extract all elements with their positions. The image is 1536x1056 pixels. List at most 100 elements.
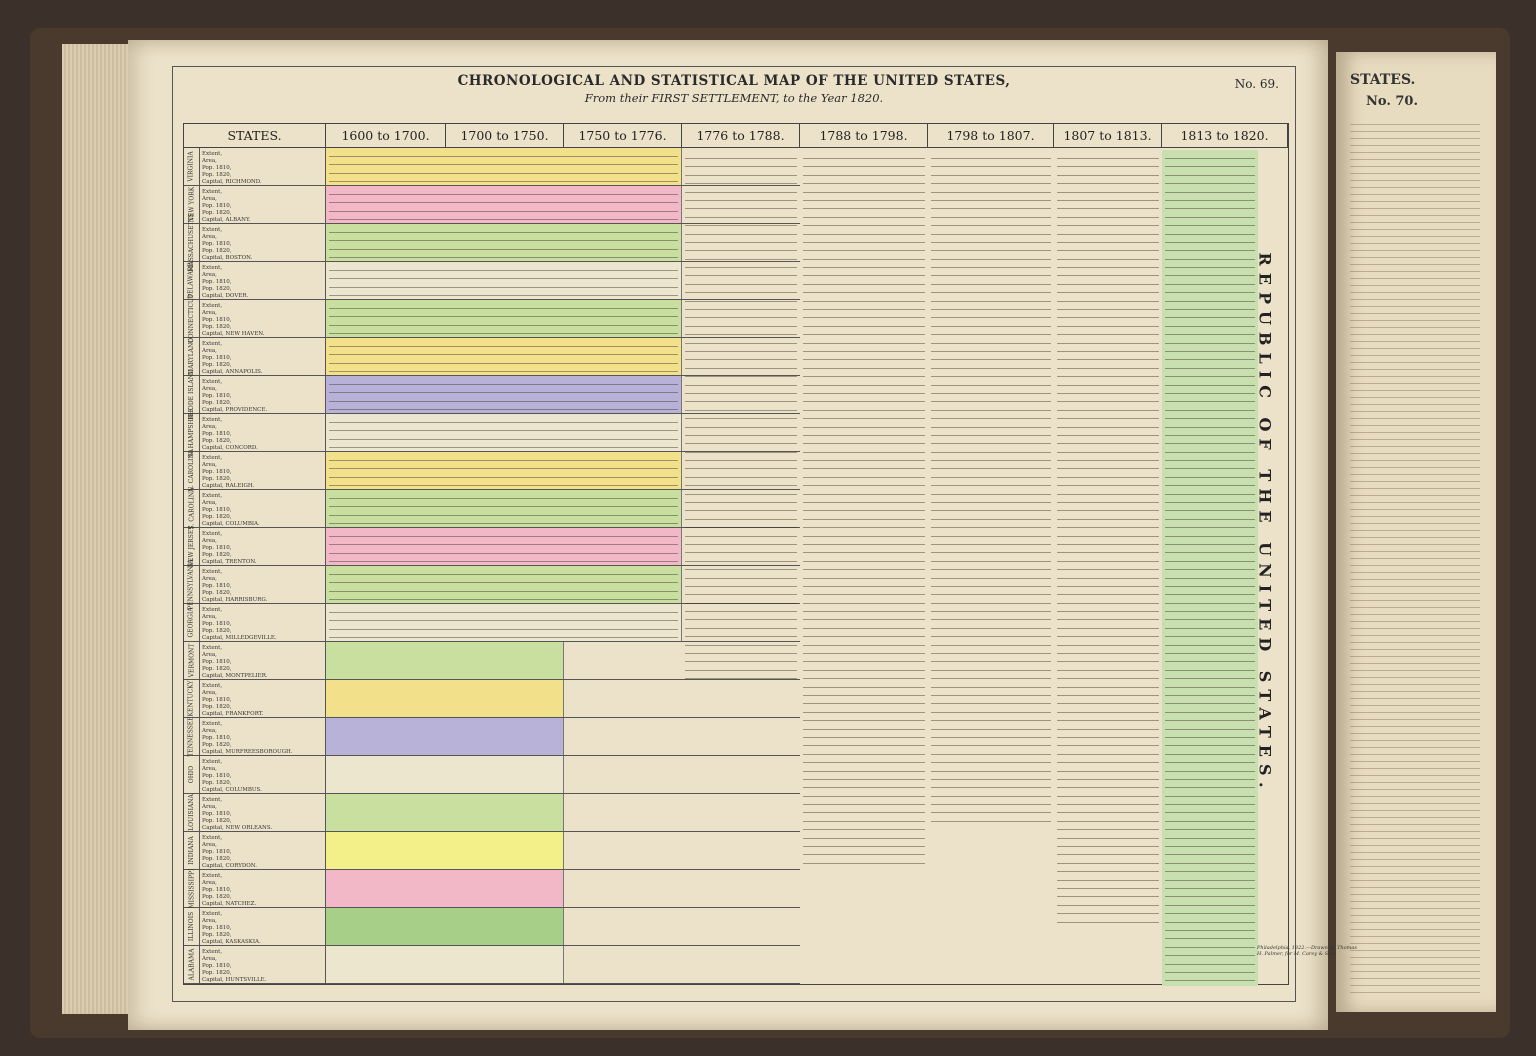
state-name: INDIANA [184,832,200,869]
state-color-band [326,718,564,755]
state-name: MASSACHUSETTS [184,213,200,272]
state-statistics: Extent, Area, Pop. 1810, Pop. 1820, Capital,… [200,376,326,413]
state-name-text: TENNESSEE [188,716,196,757]
event-text [326,148,681,185]
state-statistics: Extent, Area, Pop. 1810, Pop. 1820, Capital,… [200,566,326,603]
state-name: VIRGINIA [184,148,200,185]
state-statistics: Extent, Area, Pop. 1810, Pop. 1820, Capital,… [200,946,326,983]
state-name-text: ILLINOIS [188,911,196,942]
event-text [326,604,681,641]
state-name: ILLINOIS [184,908,200,945]
state-name: TENNESSEE [184,716,200,757]
state-row: INDIANA Extent, Area, Pop. 1810, Pop. 1820, C… [184,832,800,870]
column-header: STATES. [184,124,326,148]
state-name-text: CONNECTICUT [188,293,196,344]
state-statistics: Extent, Area, Pop. 1810, Pop. 1820, Capital,… [200,832,326,869]
page-edges [62,44,132,1014]
state-statistics: Extent, Area, Pop. 1810, Pop. 1820, Capital,… [200,224,326,261]
state-row: GEORGIA Extent, Area, Pop. 1810, Pop. 1820, C… [184,604,800,642]
state-name-text: OHIO [188,765,196,784]
chronology-column-text [800,150,928,866]
state-row: RHODE ISLAND Extent, Area, Pop. 1810, Pop. 1… [184,369,800,420]
state-color-band [326,946,564,983]
state-name: RHODE ISLAND [184,369,200,420]
state-color-band [326,414,682,451]
event-text [326,300,681,337]
event-text [326,870,563,907]
event-text [326,224,681,261]
state-name: CONNECTICUT [184,294,200,343]
column-header: 1750 to 1776. [564,124,682,148]
state-statistics: Extent, Area, Pop. 1810, Pop. 1820, Capital,… [200,338,326,375]
event-text [326,338,681,375]
state-color-band [326,794,564,831]
state-name: S. CAROLINA [184,487,200,530]
event-text [326,642,563,679]
state-row: PENNSYLVANIA Extent, Area, Pop. 1810, Pop. 1… [184,559,800,610]
column-header: 1788 to 1798. [800,124,928,148]
state-row: TENNESSEE Extent, Area, Pop. 1810, Pop. 1820… [184,716,800,757]
state-name-text: ALABAMA [188,948,195,981]
state-name-text: VERMONT [188,643,196,678]
state-statistics: Extent, Area, Pop. 1810, Pop. 1820, Capital,… [200,756,326,793]
column-header: 1600 to 1700. [326,124,446,148]
state-statistics: Extent, Area, Pop. 1810, Pop. 1820, Capital,… [200,452,326,489]
event-text [326,452,681,489]
state-statistics: Extent, Area, Pop. 1810, Pop. 1820, Capital,… [200,528,326,565]
state-name-text: KENTUCKY [188,680,196,717]
event-text [326,262,681,299]
state-name: MARYLAND [184,338,200,375]
state-row: NEW JERSEY Extent, Area, Pop. 1810, Pop. 182… [184,526,800,567]
state-name: N. CAROLINA [184,449,200,492]
state-name: GEORGIA [184,604,200,641]
state-color-band [326,680,564,717]
state-color-band [326,756,564,793]
state-statistics: Extent, Area, Pop. 1810, Pop. 1820, Capital,… [200,490,326,527]
state-name: MISSISSIPPI [184,869,200,908]
state-color-band [326,642,564,679]
column-header: 1798 to 1807. [928,124,1054,148]
column-header: 1807 to 1813. [1054,124,1162,148]
state-name: NEW YORK [184,186,200,223]
next-page-text [1350,118,1480,998]
event-text [326,680,563,717]
chronology-column-text [1054,150,1162,926]
state-color-band [326,566,682,603]
map-frame: CHRONOLOGICAL AND STATISTICAL MAP OF THE… [172,66,1357,1002]
event-text [326,414,681,451]
event-text [326,946,563,983]
state-row: OHIO Extent, Area, Pop. 1810, Pop. 1820, Capi… [184,756,800,794]
state-color-band [326,300,682,337]
state-name-text: N. CAROLINA [188,449,196,492]
state-name-text: INDIANA [188,836,195,865]
chronology-table: STATES. 1600 to 1700. 1700 to 1750. 1750 to… [183,123,1289,986]
next-page: STATES. No. 70. [1336,52,1496,1012]
state-color-band [326,224,682,261]
state-color-band [326,452,682,489]
column-header: 1700 to 1750. [446,124,564,148]
state-name-text: VIRGINIA [188,151,195,182]
state-color-band [326,376,682,413]
state-row: MASSACHUSETTS Extent, Area, Pop. 1810, Pop. … [184,213,800,272]
state-statistics: Extent, Area, Pop. 1810, Pop. 1820, Capital,… [200,642,326,679]
state-statistics: Extent, Area, Pop. 1810, Pop. 1820, Capital,… [200,794,326,831]
state-color-band [326,832,564,869]
state-color-band [326,870,564,907]
chronology-column-text [682,150,800,686]
state-color-band [326,338,682,375]
state-statistics: Extent, Area, Pop. 1810, Pop. 1820, Capital,… [200,604,326,641]
imprint: Philadelphia, 1822.—Drawn by Thomas H. P… [1257,945,1357,957]
state-row: ILLINOIS Extent, Area, Pop. 1810, Pop. 1820,… [184,908,800,946]
event-text [326,794,563,831]
column-header: 1813 to 1820. [1162,124,1288,148]
state-row: VERMONT Extent, Area, Pop. 1810, Pop. 1820, C… [184,642,800,680]
state-name: N. HAMPSHIRE [184,408,200,457]
chronology-column-text [1162,150,1258,986]
state-row: N. HAMPSHIRE Extent, Area, Pop. 1810, Pop. 1… [184,408,800,457]
state-statistics: Extent, Area, Pop. 1810, Pop. 1820, Capital,… [200,870,326,907]
state-row: NEW YORK Extent, Area, Pop. 1810, Pop. 1820,… [184,186,800,224]
state-row: DELAWARE Extent, Area, Pop. 1810, Pop. 1820,… [184,262,800,300]
next-page-number: No. 70. [1366,94,1418,109]
state-color-band [326,148,682,185]
state-color-band [326,186,682,223]
